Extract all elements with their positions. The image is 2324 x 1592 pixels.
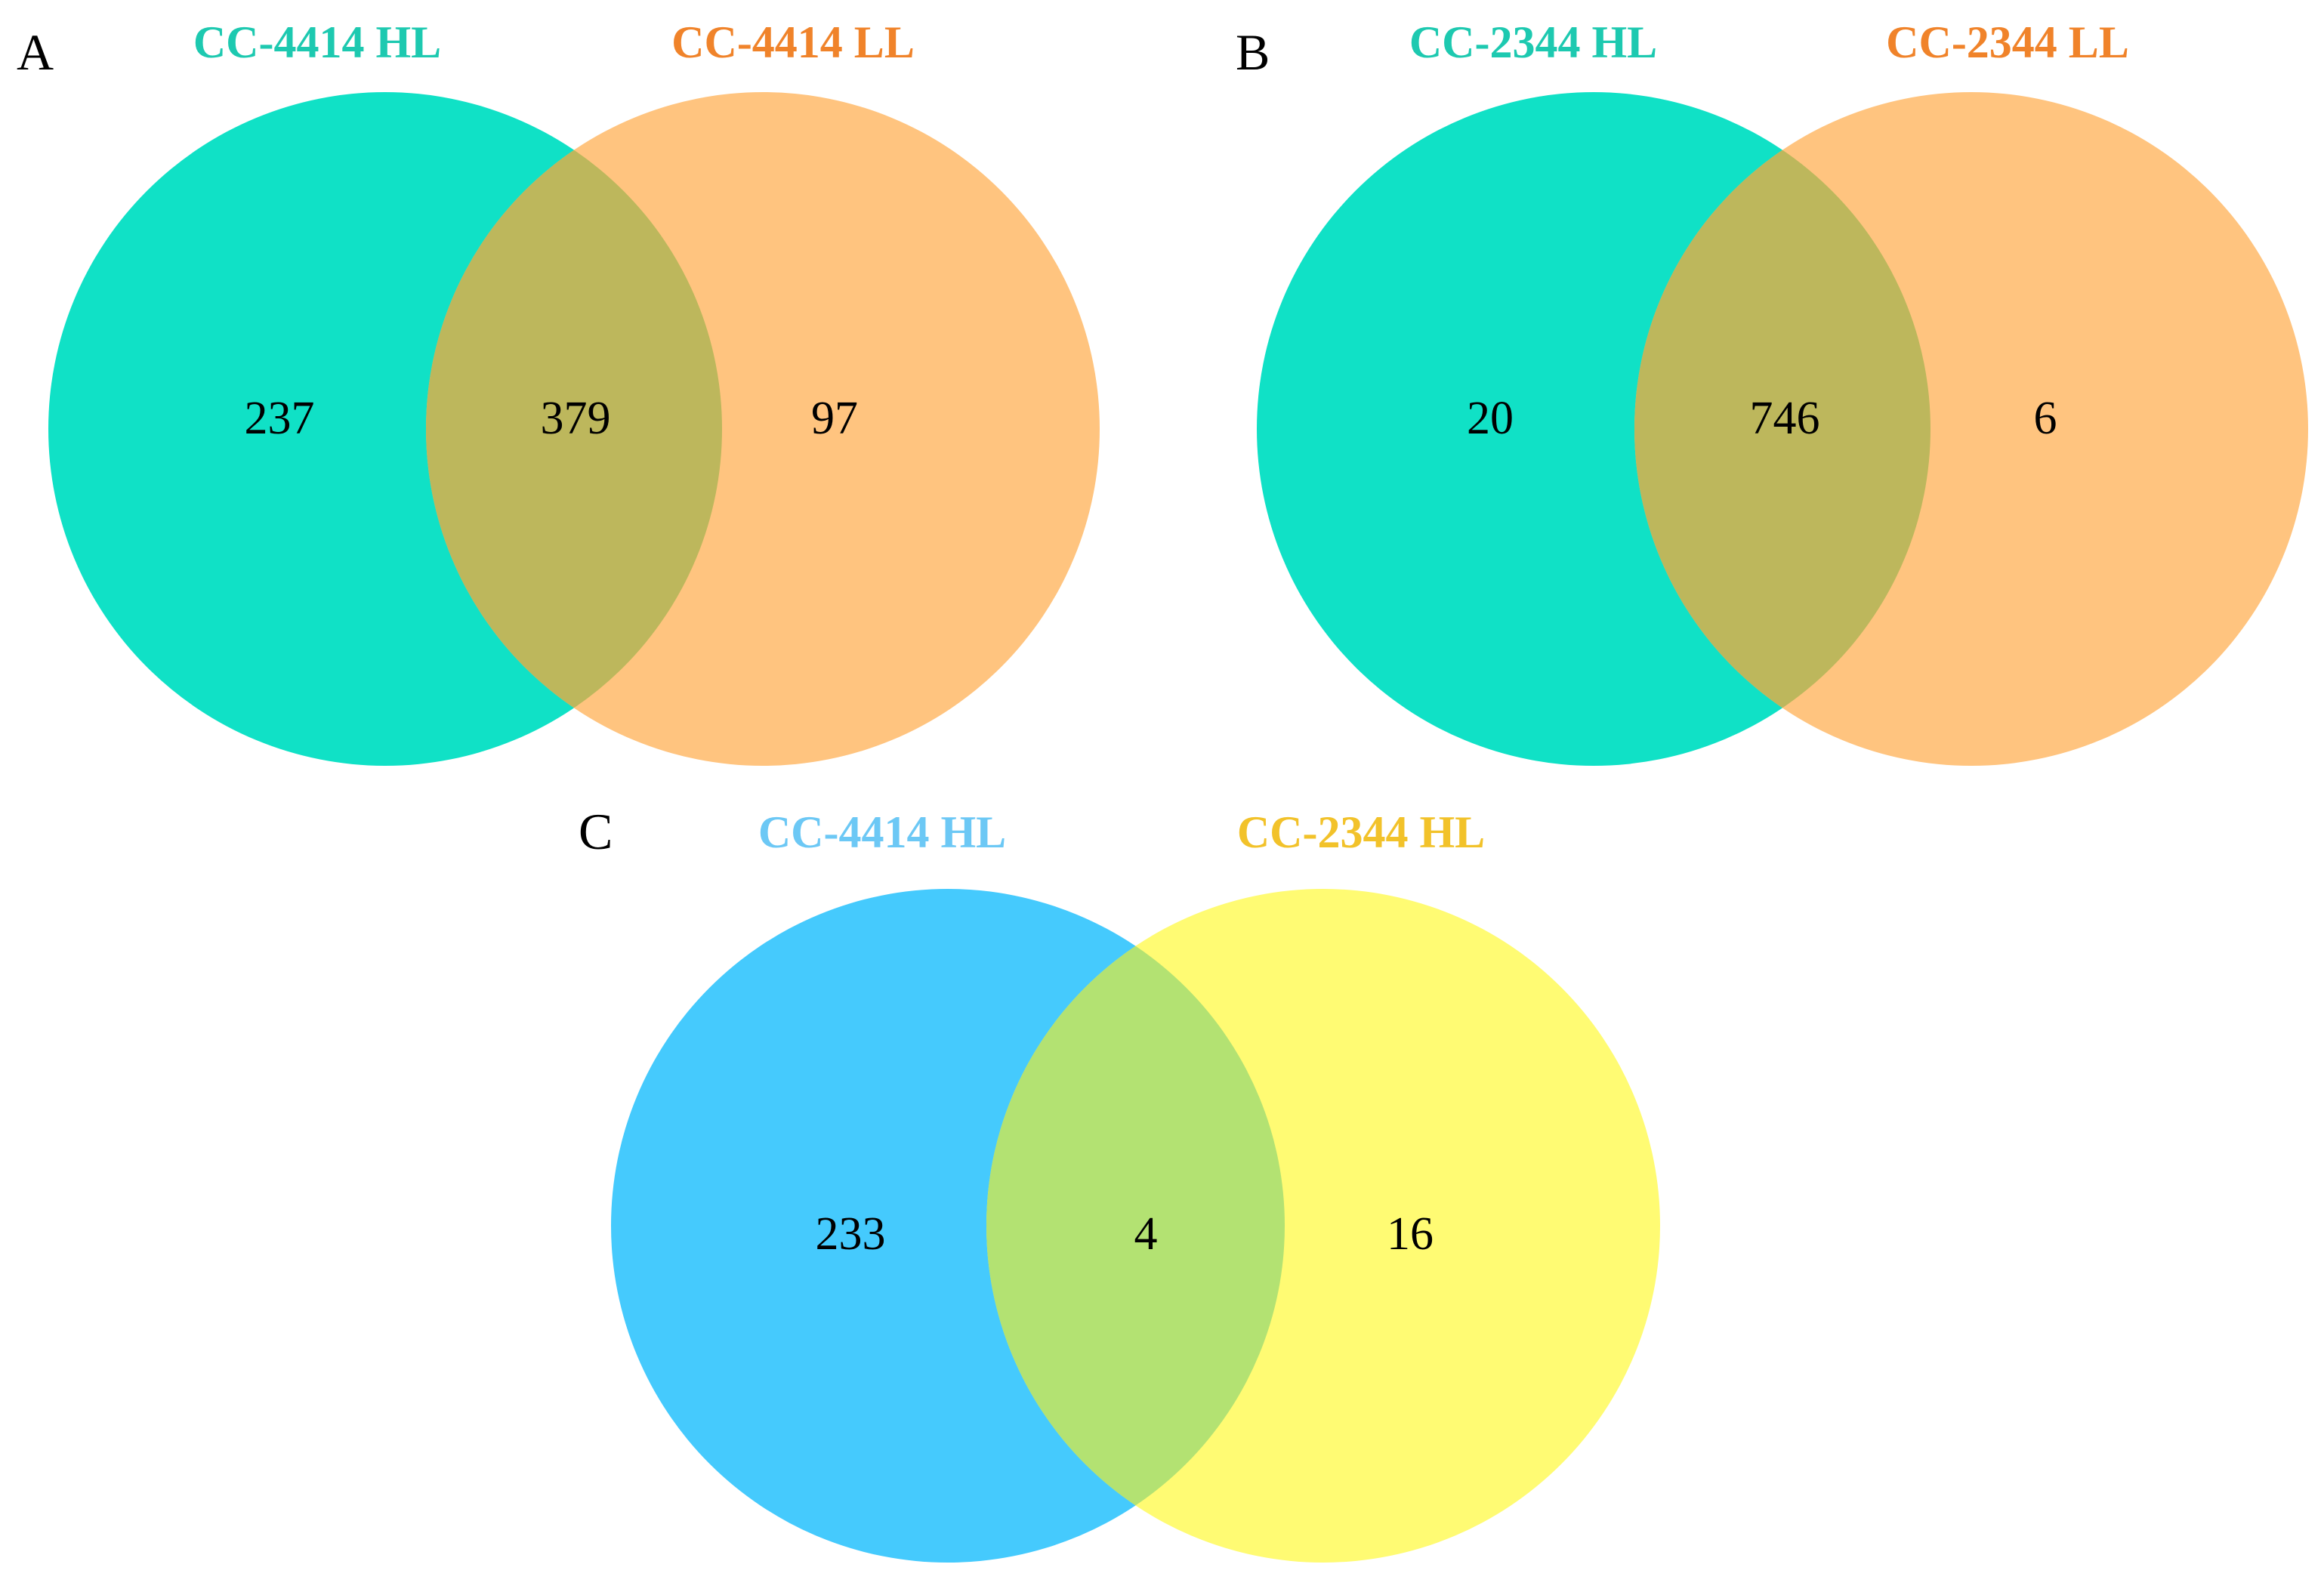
count-a-left: 237: [245, 393, 315, 444]
count-b-overlap: 746: [1750, 393, 1820, 444]
count-c-right: 16: [1387, 1208, 1434, 1260]
panel-label-a: A: [17, 23, 54, 81]
set-label-a-left: CC-4414 HL: [193, 17, 441, 67]
count-a-overlap: 379: [541, 393, 611, 444]
count-c-overlap: 4: [1134, 1208, 1158, 1260]
set-label-a-right: CC-4414 LL: [671, 17, 915, 67]
panel-c: C CC-4414 HL CC-2344 HL 233 4 16: [579, 803, 1660, 1563]
count-b-left: 20: [1467, 393, 1514, 444]
panel-label-b: B: [1236, 23, 1270, 81]
panel-label-c: C: [579, 803, 613, 860]
set-label-c-left: CC-4414 HL: [758, 807, 1006, 857]
set-label-b-left: CC-2344 HL: [1409, 17, 1657, 67]
count-b-right: 6: [2034, 393, 2057, 444]
venn-overlap-a: [426, 92, 722, 766]
count-c-left: 233: [816, 1208, 886, 1260]
panel-a: A CC-4414 HL CC-4414 LL 237 379 97: [17, 17, 1100, 766]
count-a-right: 97: [811, 393, 858, 444]
set-label-c-right: CC-2344 HL: [1237, 807, 1485, 857]
venn-overlap-b: [1634, 92, 1930, 766]
panel-b: B CC-2344 HL CC-2344 LL 20 746 6: [1236, 17, 2308, 766]
set-label-b-right: CC-2344 LL: [1886, 17, 2129, 67]
venn-overlap-c: [986, 889, 1285, 1563]
